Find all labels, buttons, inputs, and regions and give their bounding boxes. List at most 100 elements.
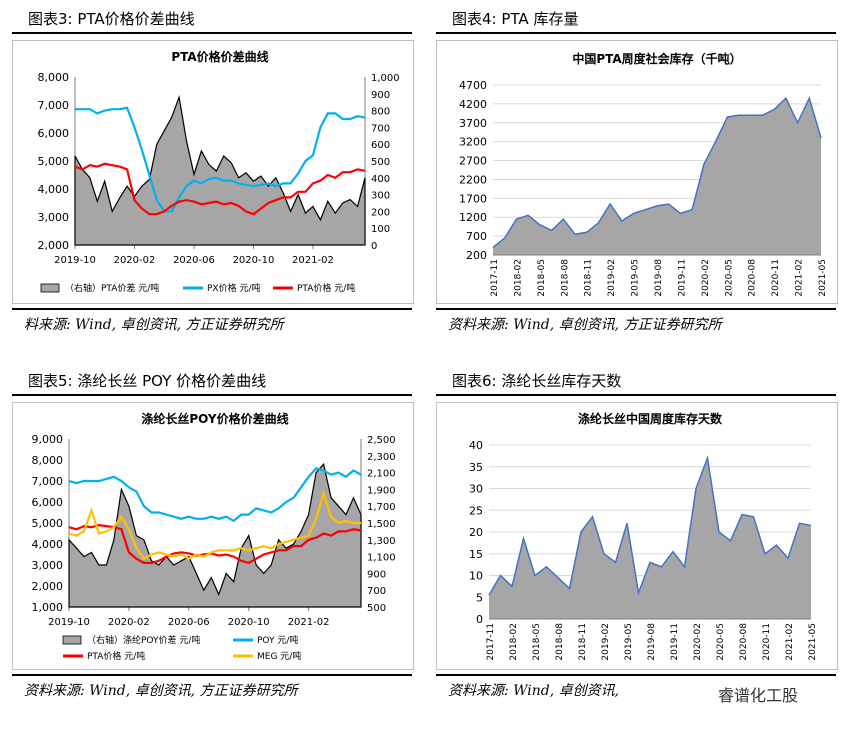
fig4-x-tick-label: 2020-11 <box>771 259 781 297</box>
fig6-heading: 图表6: 涤纶长丝库存天数 <box>452 372 622 390</box>
fig5-chart-svg: 涤纶长丝POY价格价差曲线 1,000 2,000 3,000 4,000 5,000 6,… <box>32 411 396 662</box>
fig3-y2-tick-label: 1,000 <box>371 73 400 84</box>
fig3-y-tick-label: 7,000 <box>38 99 70 112</box>
fig6-x-tick-label: 2017-11 <box>486 623 496 661</box>
fig5-y2-tick-label: 700 <box>367 586 386 597</box>
fig6-x-tick-label: 2021-02 <box>785 623 795 661</box>
fig3-y2-tick-label: 900 <box>371 90 390 101</box>
fig4-x-tick-label: 2018-05 <box>537 259 547 297</box>
fig3-legend-swatch <box>40 283 60 293</box>
fig4-x-tick-label: 2017-11 <box>490 259 500 297</box>
fig4-x-tick-label: 2020-02 <box>701 259 711 297</box>
fig5-series-1-line <box>68 467 362 523</box>
fig3-legend-label: PTA价格 元/吨 <box>297 282 355 294</box>
fig3-series-2-line <box>74 162 366 216</box>
fig4-area <box>493 98 821 255</box>
fig3-top-rule <box>12 32 412 34</box>
fig3-y2-tick-label: 800 <box>371 107 390 118</box>
fig4-x-tick-label: 2018-11 <box>584 259 594 297</box>
fig5-x-tick-label: 2019-10 <box>48 617 90 628</box>
fig5-legend-label: PTA价格 元/吨 <box>87 650 145 662</box>
fig5-x-tick-label: 2020-06 <box>168 617 210 628</box>
fig5-series-0-area <box>68 462 362 608</box>
fig6-x-tick-label: 2020-08 <box>739 623 749 661</box>
fig4-x-tick-label: 2021-05 <box>818 259 828 297</box>
fig5-y2-tick-label: 1,100 <box>367 553 396 564</box>
fig6-chart: 涤纶长丝中国周度库存天数 0 5 10 15 20 25 30 35 40 2017-11 2018-… <box>436 402 838 670</box>
fig5-y-tick-label: 4,000 <box>32 538 64 551</box>
fig6-x-tick-label: 2018-08 <box>555 623 565 661</box>
fig5-y2-tick-label: 2,500 <box>367 435 396 446</box>
fig5-y-tick-label: 5,000 <box>32 517 64 530</box>
fig5-bottom-rule <box>12 674 412 676</box>
fig4-title: 中国PTA周度社会库存（千吨） <box>572 51 741 66</box>
fig6-y-tick-label: 5 <box>476 591 483 604</box>
fig4-x-tick-label: 2019-08 <box>654 259 664 297</box>
fig4-x-tick-label: 2019-11 <box>677 259 687 297</box>
fig4-x-tick-label: 2018-02 <box>513 259 523 297</box>
fig4-y-tick-label: 2700 <box>459 155 487 168</box>
fig4-x-tick-label: 2018-08 <box>560 259 570 297</box>
fig6-x-tick-label: 2019-02 <box>601 623 611 661</box>
fig4-y-tick-label: 4200 <box>459 98 487 111</box>
fig5-y2-tick-label: 2,300 <box>367 452 396 463</box>
fig6-x-tick-label: 2018-02 <box>509 623 519 661</box>
fig5-top-rule <box>12 394 412 396</box>
fig4-x-tick-label: 2021-02 <box>795 259 805 297</box>
fig5-legend-label: （右轴）涤纶POY价差 元/吨 <box>87 634 200 646</box>
fig5-y-tick-label: 8,000 <box>32 454 64 467</box>
fig5-heading: 图表5: 涤纶长丝 POY 价格价差曲线 <box>28 372 267 390</box>
fig5-x-tick-label: 2020-10 <box>228 617 270 628</box>
fig6-y-tick-label: 35 <box>469 461 483 474</box>
fig6-x-tick-label: 2019-11 <box>670 623 680 661</box>
fig6-bottom-rule <box>436 674 836 676</box>
fig3-y2-tick-label: 700 <box>371 123 390 134</box>
fig6-y-tick-label: 15 <box>469 548 483 561</box>
fig4-area-outline <box>492 96 822 248</box>
fig4-y-tick-label: 3200 <box>459 136 487 149</box>
fig4-chart-svg: 中国PTA周度社会库存（千吨） 200 700 1200 1700 2200 2700 320… <box>459 51 828 297</box>
fig5-x-tick-label: 2020-02 <box>108 617 150 628</box>
fig3-y-tick-label: 2,000 <box>38 239 70 252</box>
fig3-y2-tick-label: 100 <box>371 224 390 235</box>
fig6-x-tick-label: 2021-05 <box>808 623 818 661</box>
fig5-title: 涤纶长丝POY价格价差曲线 <box>141 411 288 426</box>
fig5-y-tick-label: 7,000 <box>32 475 64 488</box>
fig3-y2-tick-label: 400 <box>371 174 390 185</box>
fig3-legend-label: （右轴）PTA价差 元/吨 <box>65 282 159 294</box>
fig5-y-tick-label: 9,000 <box>32 433 64 446</box>
fig3-x-tick-label: 2020-10 <box>233 255 275 266</box>
fig3-heading: 图表3: PTA价格价差曲线 <box>28 10 195 28</box>
fig3-x-tick-label: 2019-10 <box>54 255 96 266</box>
fig6-area-outline <box>488 455 812 596</box>
fig4-y-tick-label: 2200 <box>459 173 487 186</box>
fig3-chart: PTA价格价差曲线 2,000 3,000 4,000 5,000 6,000 7,000 8… <box>12 40 414 304</box>
fig4-x-tick-label: 2019-05 <box>631 259 641 297</box>
fig4-heading: 图表4: PTA 库存量 <box>452 10 579 28</box>
fig4-x-tick-label: 2020-05 <box>724 259 734 297</box>
fig5-y2-tick-label: 1,500 <box>367 519 396 530</box>
fig3-x-tick-label: 2020-02 <box>114 255 156 266</box>
fig5-legend-swatch <box>62 635 82 645</box>
fig4-top-rule <box>436 32 836 34</box>
fig6-y-tick-label: 30 <box>469 483 483 496</box>
fig4-source: 资料来源: Wind, 卓创资讯, 方正证券研究所 <box>448 317 722 333</box>
fig6-chart-svg: 涤纶长丝中国周度库存天数 0 5 10 15 20 25 30 35 40 2017-11 2018-… <box>469 411 818 661</box>
fig4-y-tick-label: 200 <box>466 249 487 262</box>
fig6-x-tick-label: 2018-11 <box>578 623 588 661</box>
fig3-y-tick-label: 4,000 <box>38 183 70 196</box>
fig3-bottom-rule <box>12 308 412 310</box>
fig3-y-tick-label: 3,000 <box>38 211 70 224</box>
fig4-x-tick-label: 2020-08 <box>748 259 758 297</box>
fig5-series-3-line <box>68 489 361 561</box>
fig6-y-tick-label: 20 <box>469 526 483 539</box>
fig3-y2-tick-label: 600 <box>371 140 390 151</box>
fig4-y-tick-label: 4700 <box>459 79 487 92</box>
fig3-source: 料来源: Wind, 卓创资讯, 方正证券研究所 <box>24 317 284 333</box>
fig3-x-tick-label: 2020-06 <box>173 255 215 266</box>
fig6-x-tick-label: 2019-08 <box>647 623 657 661</box>
fig6-x-tick-label: 2019-05 <box>624 623 634 661</box>
fig6-y-tick-label: 40 <box>469 439 483 452</box>
fig4-y-tick-label: 1200 <box>459 211 487 224</box>
fig6-x-tick-label: 2020-02 <box>693 623 703 661</box>
